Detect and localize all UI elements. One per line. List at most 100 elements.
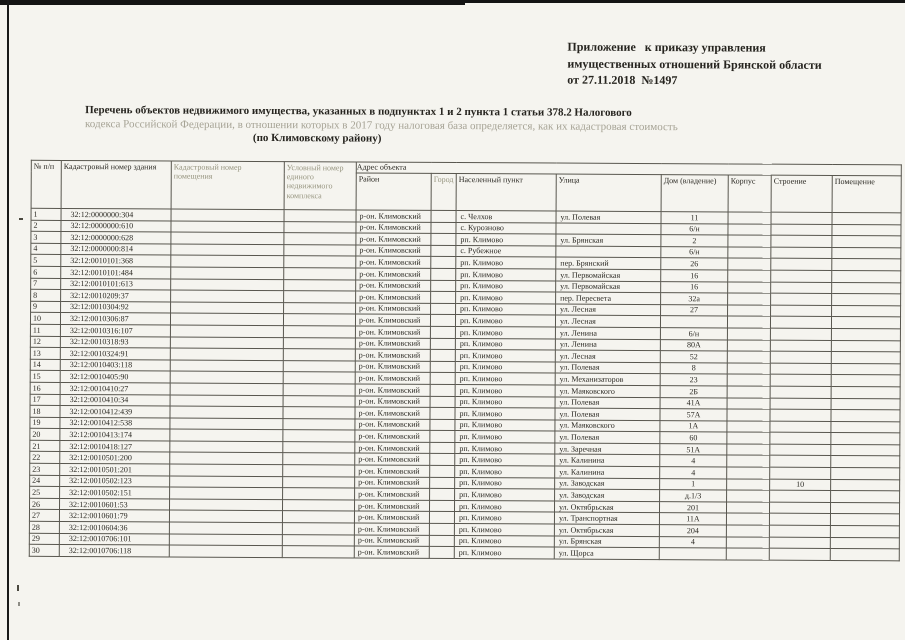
cell: 1 — [659, 478, 727, 491]
cell: 21 — [29, 440, 60, 452]
cell — [430, 303, 456, 315]
cell: рп. Климово — [455, 280, 556, 293]
cell: 10 — [30, 312, 61, 325]
cell: р-он. Климовский — [355, 325, 431, 338]
table-header: № п/п Кадастровый номер здания Кадастров… — [31, 160, 902, 213]
cell: д.1/3 — [659, 489, 727, 502]
cell: ул. Калинина — [554, 466, 660, 479]
cell — [769, 490, 831, 503]
cell — [830, 537, 900, 550]
cell — [283, 313, 356, 326]
cell — [169, 510, 283, 523]
cell — [830, 525, 900, 538]
cell: 26 — [660, 257, 728, 270]
cell: 6 — [30, 266, 61, 279]
document-title: Перечень объектов недвижимого имущества,… — [85, 104, 785, 148]
cell — [170, 348, 284, 361]
cell: 32:12:0010410:27 — [60, 382, 171, 395]
cell: 19 — [29, 416, 60, 429]
cell — [282, 418, 355, 431]
cell: рп. Климово — [454, 546, 555, 559]
cell: р-он. Климовский — [355, 337, 431, 350]
cell — [770, 235, 832, 248]
cell — [282, 545, 355, 558]
cell — [169, 406, 284, 419]
cell — [170, 382, 284, 396]
cell — [170, 266, 284, 280]
cell: р-он. Климовский — [355, 244, 431, 257]
cell: р-он. Климовский — [354, 430, 430, 443]
cell — [171, 209, 285, 222]
col-header-city: Город — [431, 173, 457, 211]
scan-speck — [17, 585, 19, 591]
cell — [555, 245, 661, 258]
cell — [430, 221, 457, 234]
cell — [430, 372, 456, 385]
cell: 32:12:0010101:613 — [60, 278, 171, 291]
cell: р-он. Климовский — [354, 407, 431, 420]
cell — [170, 359, 284, 372]
cell — [170, 243, 284, 256]
cell — [282, 511, 355, 524]
cell — [727, 246, 771, 259]
cell — [170, 324, 284, 338]
cell: 32:12:0010209:37 — [60, 289, 171, 302]
cell: 32:12:0000000:610 — [60, 220, 172, 233]
cell — [282, 406, 356, 419]
cell — [831, 351, 901, 364]
cell — [727, 316, 771, 329]
cell — [430, 279, 456, 292]
cell: рп. Климово — [455, 233, 556, 246]
cell — [770, 270, 832, 283]
cell: ул. Октябрьская — [554, 500, 660, 514]
cell: рп. Климово — [454, 511, 555, 525]
cell — [727, 304, 771, 317]
cell: р-он. Климовский — [355, 360, 431, 373]
cell — [282, 441, 355, 454]
cell — [283, 395, 356, 408]
cell — [555, 222, 662, 235]
cell: 32:12:0010412:439 — [59, 405, 171, 418]
cell — [830, 444, 900, 457]
cell: р-он. Климовский — [355, 383, 431, 396]
cell: рп. Климово — [454, 442, 555, 455]
cell — [282, 499, 355, 512]
cell — [726, 432, 770, 445]
cell: 11 — [661, 211, 729, 224]
cell — [726, 490, 770, 503]
cell: р-он. Климовский — [356, 209, 432, 222]
cell: 17 — [30, 393, 61, 406]
cell — [660, 315, 728, 328]
cell: ул. Лесная — [555, 350, 661, 363]
cell: 51А — [659, 443, 727, 456]
cell — [429, 500, 455, 512]
cell — [770, 339, 832, 352]
cell: 32:12:0000000:814 — [60, 243, 171, 256]
cell: 11А — [659, 513, 727, 525]
cell — [727, 223, 772, 236]
cell — [283, 371, 356, 384]
cell: 32:12:0010413:174 — [59, 428, 170, 441]
cell: 3 — [30, 231, 61, 244]
cell: рп. Климово — [454, 419, 555, 432]
cell: 32:12:0010101:484 — [60, 266, 171, 279]
cell — [831, 282, 901, 295]
cell: рп. Климово — [455, 256, 556, 270]
cell: 23 — [660, 373, 728, 386]
cell: рп. Климово — [455, 326, 556, 339]
cell — [770, 246, 832, 259]
cell — [430, 349, 456, 362]
col-header-complex-number: Условный номер единого недвижимого компл… — [284, 161, 357, 210]
cell — [429, 523, 455, 536]
col-header-korpus: Корпус — [728, 174, 772, 213]
cell: 22 — [29, 451, 60, 464]
cell — [283, 302, 356, 315]
cell — [430, 337, 456, 350]
cell — [831, 374, 901, 387]
cell: 32:12:0010501:201 — [59, 463, 170, 476]
cell: р-он. Климовский — [355, 267, 431, 280]
cell: р-он. Климовский — [355, 291, 431, 304]
cell — [831, 328, 901, 341]
col-header-num: № п/п — [31, 160, 62, 209]
cell — [830, 455, 900, 468]
